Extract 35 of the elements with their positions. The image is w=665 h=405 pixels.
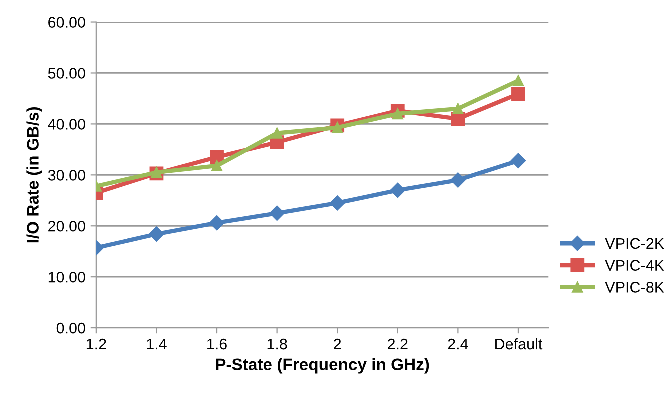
point xyxy=(332,122,344,134)
y-tick-label: 0.00 xyxy=(56,322,86,334)
y-tick-label: 50.00 xyxy=(48,68,86,79)
x-axis-title: P-State (Frequency in GHz) xyxy=(216,358,430,374)
point xyxy=(512,75,524,86)
y-axis-title: I/O Rate (in GB/s) xyxy=(26,107,42,243)
x-tick-label: 1.6 xyxy=(208,338,227,350)
point xyxy=(512,87,526,102)
point xyxy=(330,196,346,211)
y-tick-label: 60.00 xyxy=(48,17,86,28)
y-tick-label: 10.00 xyxy=(48,272,86,283)
point xyxy=(209,215,225,231)
point xyxy=(390,182,406,198)
point xyxy=(452,103,464,114)
x-tick-label: Default xyxy=(496,338,543,350)
x-tick-label: 1.2 xyxy=(86,338,106,350)
y-tick-label: 30.00 xyxy=(48,170,86,181)
x-tick-label: 2 xyxy=(334,338,342,350)
point xyxy=(149,226,164,242)
point xyxy=(450,172,466,188)
x-tick-label: 2.2 xyxy=(388,338,408,350)
y-tick-label: 40.00 xyxy=(48,119,86,130)
point xyxy=(272,128,283,139)
x-tick-label: 2.4 xyxy=(448,338,468,350)
x-tick-label: 1.4 xyxy=(147,339,167,350)
point xyxy=(211,160,223,172)
point xyxy=(151,167,162,178)
x-tick-label: 1.8 xyxy=(268,338,288,350)
point xyxy=(270,206,285,221)
legend-label: VPIC-2K xyxy=(605,238,664,250)
point xyxy=(510,153,526,168)
legend-label: VPIC-4K xyxy=(605,260,664,271)
y-tick-label: 20.00 xyxy=(48,220,86,232)
point xyxy=(392,108,404,120)
legend-label: VPIC-8K xyxy=(605,282,664,293)
